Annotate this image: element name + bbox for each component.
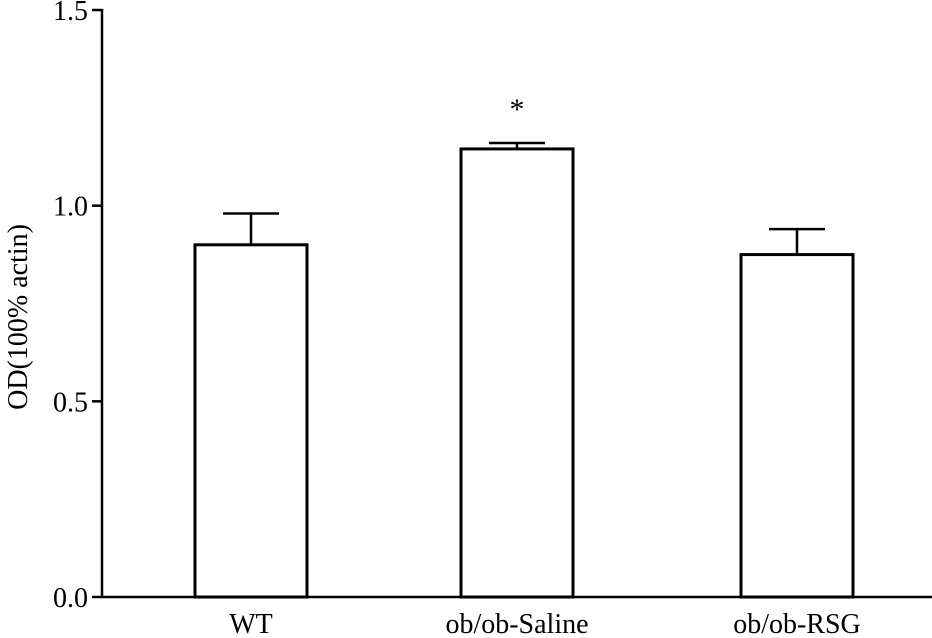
significance-marker: * (510, 93, 525, 126)
bar-ob-ob-saline (459, 147, 575, 599)
bars: * (193, 93, 855, 599)
y-axis: 0.0 0.5 1.0 1.5 (53, 0, 104, 614)
bar-ob-ob-rsg (739, 253, 855, 599)
x-tick-label: ob/ob-Saline (445, 609, 588, 638)
y-tick-label: 0.5 (53, 387, 88, 418)
y-tick-label: 1.5 (53, 0, 88, 27)
x-axis: WT ob/ob-Saline ob/ob-RSG (102, 595, 932, 638)
y-axis-title: OD(100% actin) (3, 224, 34, 410)
x-tick-labels: WT ob/ob-Saline ob/ob-RSG (229, 609, 861, 638)
y-tick-label: 1.0 (53, 192, 88, 223)
bar-wt (193, 243, 309, 599)
x-tick-label: WT (229, 609, 273, 638)
x-tick-label: ob/ob-RSG (733, 609, 861, 638)
y-ticks: 0.0 0.5 1.0 1.5 (53, 0, 102, 614)
y-tick-label: 0.0 (53, 583, 88, 614)
